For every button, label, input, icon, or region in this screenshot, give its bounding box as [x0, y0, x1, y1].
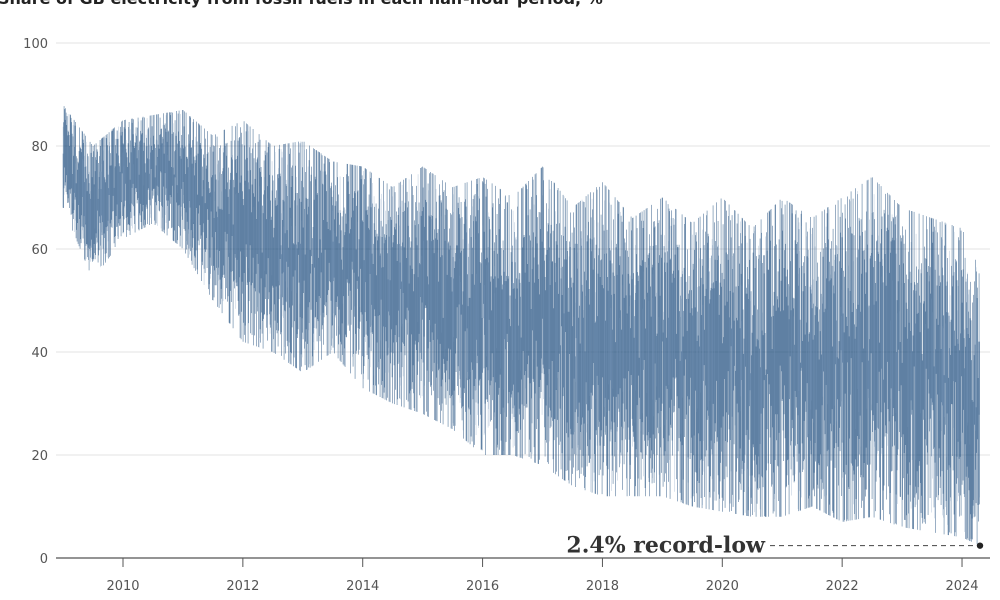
x-tick-label: 2014: [346, 579, 379, 594]
x-tick-label: 2012: [226, 579, 259, 594]
data-series: [62, 106, 980, 545]
record-low-marker: [976, 542, 984, 549]
x-tick-label: 2018: [586, 579, 619, 594]
x-tick-label: 2020: [706, 579, 739, 594]
y-tick-label: 60: [31, 243, 48, 258]
x-tick-label: 2024: [945, 579, 978, 594]
x-tick-label: 2010: [106, 579, 139, 594]
annotation: 2.4% record-low: [566, 533, 984, 559]
y-tick-label: 0: [40, 552, 48, 567]
y-tick-label: 20: [31, 449, 48, 464]
y-tick-label: 100: [23, 37, 48, 52]
y-tick-label: 40: [31, 346, 48, 361]
annotation-label: 2.4% record-low: [566, 533, 766, 559]
y-tick-label: 80: [31, 140, 48, 155]
y-axis-labels: 0 20 40 60 80 100: [23, 37, 48, 567]
x-axis-ticks: 2010 2012 2014 2016 2018 2020 2022 2024: [106, 558, 979, 594]
chart-title: Share of GB electricity from fossil fuel…: [0, 0, 603, 8]
x-tick-label: 2022: [826, 579, 859, 594]
x-tick-label: 2016: [466, 579, 499, 594]
